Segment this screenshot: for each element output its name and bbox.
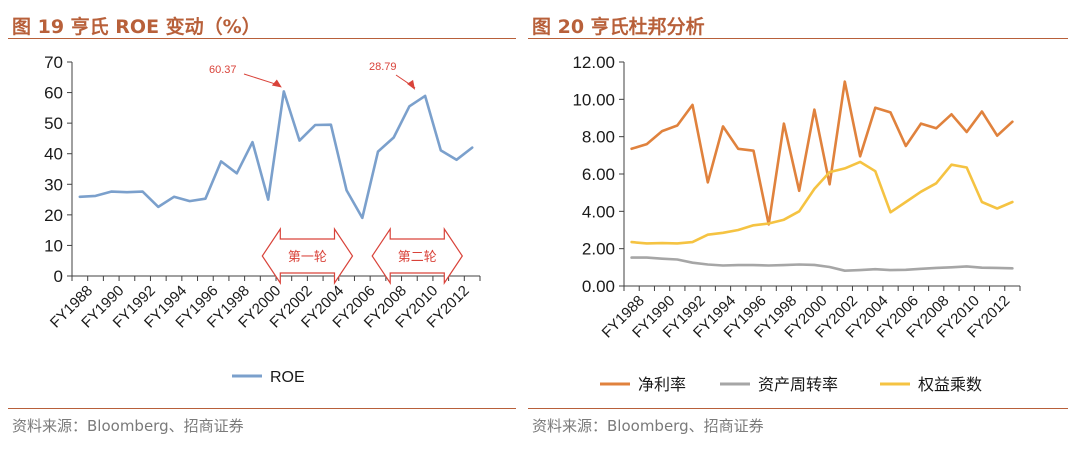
y-tick-label: 70 — [44, 53, 63, 72]
annotation-label-0: 60.37 — [209, 64, 237, 76]
legend-label-0: ROE — [270, 369, 305, 386]
y-tick-label: 40 — [44, 145, 63, 164]
source-rule — [528, 408, 1068, 409]
figure-19-title: 图 19 亨氏 ROE 变动（%） — [12, 16, 261, 38]
title-rule — [8, 38, 516, 39]
legend-label-2: 权益乘数 — [918, 376, 982, 394]
legend-label-1: 资产周转率 — [758, 376, 838, 394]
y-tick-label: 2.00 — [582, 240, 615, 259]
y-tick-label: 0.00 — [582, 277, 615, 296]
legend-label-0: 净利率 — [638, 376, 686, 394]
y-tick-label: 4.00 — [582, 202, 615, 221]
y-tick-label: 10 — [44, 236, 63, 255]
annotation-arrowhead-0 — [271, 79, 282, 88]
y-tick-label: 6.00 — [582, 165, 615, 184]
annotation-arrowhead-1 — [407, 79, 416, 90]
y-tick-label: 0 — [54, 267, 63, 286]
y-tick-label: 50 — [44, 114, 63, 133]
period-label-0: 第一轮 — [288, 249, 327, 264]
figure-19-source: 资料来源：Bloomberg、招商证券 — [12, 417, 244, 435]
annotation-label-1: 28.79 — [369, 61, 397, 73]
source-rule — [8, 408, 516, 409]
figure-20-source: 资料来源：Bloomberg、招商证券 — [532, 417, 764, 435]
y-tick-label: 12.00 — [572, 53, 615, 72]
title-rule — [528, 38, 1068, 39]
period-arrow-1 — [371, 227, 464, 285]
line-series-0 — [78, 90, 474, 220]
y-tick-label: 20 — [44, 206, 63, 225]
roe-line-chart: 010203040506070FY1988FY1990FY1992FY1994F… — [44, 53, 481, 386]
period-arrow-0 — [261, 227, 354, 285]
y-tick-label: 8.00 — [582, 128, 615, 147]
roe-chart-panel: 图 19 亨氏 ROE 变动（%） 0 10 20 30 40 50 60 70 FY1988 F… — [0, 0, 520, 453]
dupont-line-chart: 0.002.004.006.008.0010.0012.00FY1988FY19… — [572, 53, 1021, 394]
line-series-1 — [630, 256, 1014, 273]
dupont-chart-panel: 图 20 亨氏杜邦分析 0.00 2.00 4.00 6.00 8.00 10.00 12.… — [520, 0, 1080, 453]
y-tick-label: 60 — [44, 84, 63, 103]
period-label-1: 第二轮 — [398, 249, 437, 264]
y-tick-label: 10.00 — [572, 90, 615, 109]
line-series-0 — [630, 80, 1014, 226]
y-tick-label: 30 — [44, 175, 63, 194]
figure-20-title: 图 20 亨氏杜邦分析 — [532, 16, 705, 38]
line-series-2 — [630, 160, 1014, 245]
